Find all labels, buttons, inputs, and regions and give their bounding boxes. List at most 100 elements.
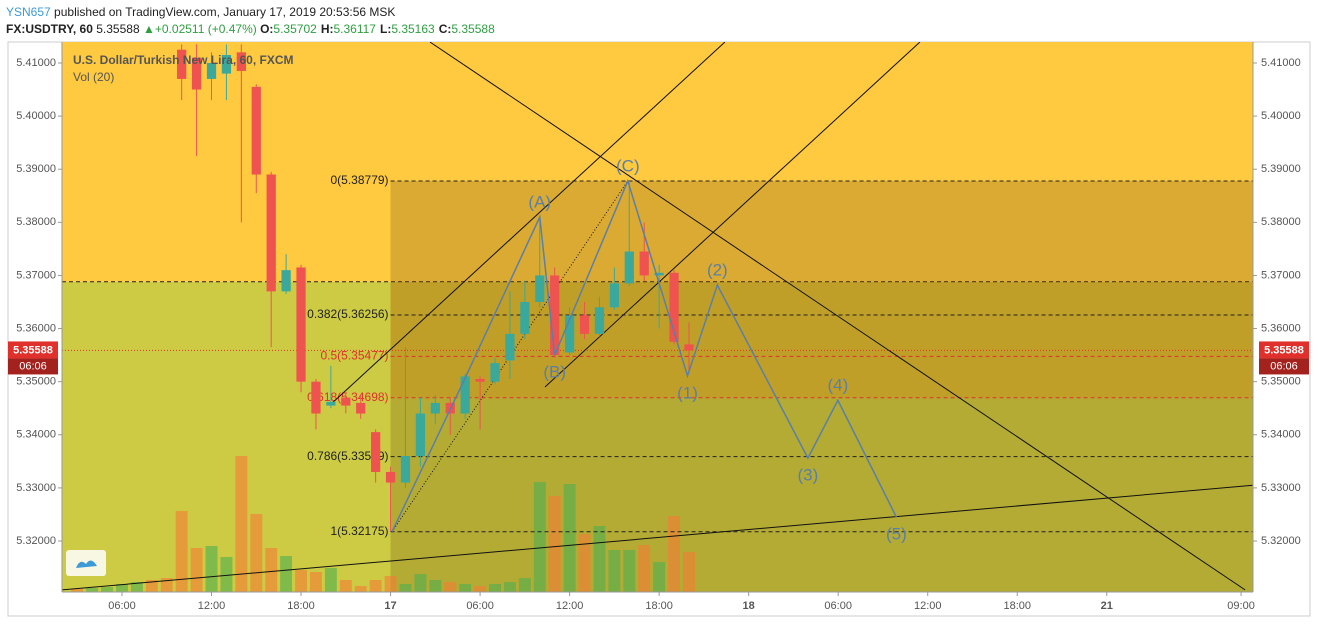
- y-tick-label: 5.38000: [16, 216, 56, 228]
- y-tick-label: 5.39000: [1261, 163, 1301, 175]
- candle-body: [609, 283, 620, 308]
- volume-bar: [518, 578, 531, 592]
- candle-body: [371, 432, 381, 472]
- x-tick-label: 12:00: [556, 600, 584, 612]
- fib-label: 0.382(5.36256): [307, 307, 388, 321]
- x-tick-label: 06:00: [108, 600, 136, 612]
- x-tick-label: 21: [1101, 600, 1113, 612]
- volume-bar: [116, 584, 128, 592]
- volume-bar: [384, 576, 397, 592]
- candle-body: [669, 272, 679, 342]
- candle-body: [415, 413, 426, 457]
- ohlc-key: L:: [379, 22, 392, 36]
- volume-bar: [474, 586, 487, 592]
- x-tick-label: 18:00: [1003, 600, 1031, 612]
- candle-body: [400, 456, 411, 483]
- trend-line: [429, 42, 1246, 591]
- price-tag: [1259, 341, 1309, 359]
- volume-bar: [190, 548, 203, 592]
- last: 5.35588: [96, 22, 140, 36]
- header-line-2: FX:USDTRY, 60 5.35588 ▲+0.02511 (+0.47%)…: [6, 21, 499, 38]
- candle-body: [341, 397, 351, 406]
- ohlc-key: C:: [438, 22, 452, 36]
- price-tag-label: 5.35588: [13, 344, 53, 356]
- candle-body: [520, 301, 530, 334]
- volume-bar: [608, 550, 621, 592]
- fib-band: [390, 281, 1253, 398]
- candle-body: [654, 272, 664, 276]
- fib-label: 0.786(5.33589): [307, 449, 388, 463]
- candle-body: [236, 52, 246, 71]
- candle-body: [639, 251, 649, 276]
- volume-bar: [205, 546, 218, 592]
- volume-bar: [683, 552, 695, 592]
- y-tick-label: 5.36000: [1261, 322, 1301, 334]
- x-tick-label: 17: [384, 600, 396, 612]
- x-tick-label: 12:00: [914, 600, 942, 612]
- y-tick-label: 5.36000: [16, 322, 56, 334]
- volume-bar: [653, 562, 666, 592]
- y-tick-label: 5.38000: [1261, 216, 1301, 228]
- wave-label: (3): [798, 466, 819, 485]
- plot: 0(5.38779) 0.382(5.36256) 0.5(5.35477) 0.61…: [62, 42, 1253, 592]
- y-tick-label: 5.37000: [16, 269, 56, 281]
- volume-bar: [563, 484, 576, 592]
- x-tick-label: 09:00: [1227, 600, 1255, 612]
- volume-bar: [295, 570, 308, 592]
- x-tick-label: 18:00: [287, 600, 315, 612]
- candle-body: [206, 62, 217, 79]
- volume-bar: [489, 584, 501, 592]
- volume-bar: [250, 514, 263, 592]
- candle-body: [326, 401, 336, 406]
- y-tick-label: 5.33000: [1261, 482, 1301, 494]
- fib-label: 0.5(5.35477): [320, 349, 388, 363]
- y-tick-label: 5.41000: [1261, 57, 1301, 69]
- arrow: ▲: [142, 22, 155, 36]
- volume-title: Vol (20): [73, 70, 114, 84]
- price-tag-label: 5.35588: [1264, 344, 1304, 356]
- countdown-label: 06:06: [19, 360, 47, 372]
- candle-body: [460, 376, 470, 414]
- ohlc-value: 5.35163: [391, 22, 435, 36]
- volume-bar: [414, 574, 427, 592]
- volume-bar: [235, 456, 248, 592]
- volume-bar: [101, 587, 114, 592]
- y-tick-label: 5.34000: [1261, 429, 1301, 441]
- axes: 5.32000 5.32000 5.33000 5.33000 5.34000 5.340…: [8, 57, 1309, 612]
- volume-bar: [220, 557, 233, 592]
- candle-body: [191, 57, 202, 90]
- volume-bar: [265, 548, 278, 592]
- wave-label: (B): [543, 363, 566, 382]
- trend-line: [544, 42, 921, 388]
- wave-label: (1): [677, 383, 698, 402]
- volume-bar: [623, 550, 636, 592]
- volume-bar: [399, 584, 412, 592]
- candle-body: [430, 402, 440, 414]
- candle-body: [356, 402, 366, 414]
- volume-bar: [638, 545, 651, 592]
- countdown-tag: [8, 358, 58, 375]
- volume-bar: [130, 582, 143, 592]
- candle-body: [505, 333, 515, 361]
- volume-bar: [86, 588, 99, 592]
- logo[interactable]: [66, 550, 106, 576]
- volume-bar: [444, 582, 457, 592]
- volume-bar: [593, 526, 606, 592]
- volume-bar: [369, 580, 382, 592]
- candle-body: [296, 267, 306, 382]
- user[interactable]: YSN657: [6, 5, 51, 19]
- volume-bar: [280, 556, 293, 592]
- chart-title: U.S. Dollar/Turkish New Lira, 60, FXCM: [73, 53, 294, 67]
- candle-body: [177, 49, 187, 79]
- candle-body: [251, 86, 261, 175]
- volume-bar: [578, 534, 591, 592]
- volume-bar: [145, 580, 158, 592]
- volume-bar: [548, 496, 561, 592]
- candle-body: [385, 471, 396, 483]
- volume-bar: [324, 568, 337, 592]
- volume-bar: [309, 572, 322, 592]
- wave-label: (4): [828, 376, 849, 395]
- logo-icon: [76, 560, 97, 568]
- wave-label: (5): [886, 525, 907, 544]
